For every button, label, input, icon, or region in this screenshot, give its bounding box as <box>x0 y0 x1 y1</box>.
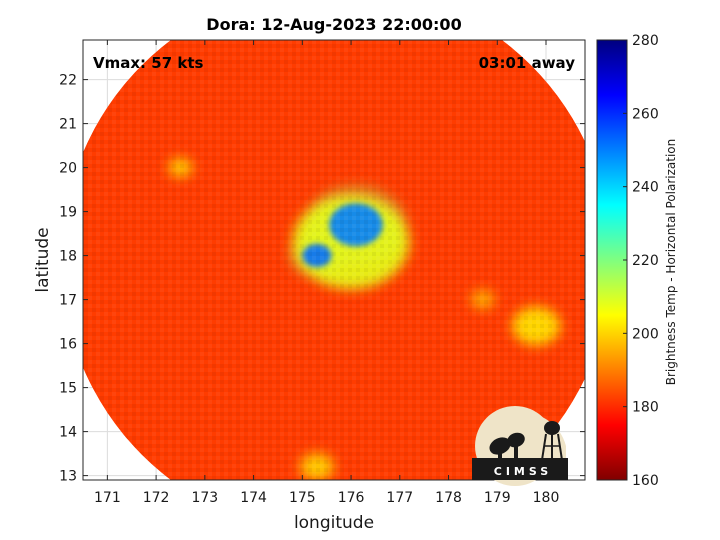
colorbar-tick-label: 240 <box>632 180 659 196</box>
y-tick-label: 18 <box>59 249 77 265</box>
y-tick-label: 19 <box>59 205 77 221</box>
colorbar-tick-label: 260 <box>632 106 659 122</box>
x-tick-label: 176 <box>338 490 365 506</box>
x-tick-label: 178 <box>435 490 462 506</box>
y-tick-label: 15 <box>59 381 77 397</box>
y-tick-label: 20 <box>59 161 77 177</box>
y-tick-label: 17 <box>59 293 77 309</box>
x-tick-label: 172 <box>143 490 170 506</box>
y-tick-label: 21 <box>59 117 77 133</box>
logo-text: CIMSS <box>494 465 552 478</box>
x-tick-label: 177 <box>386 490 413 506</box>
swath-layer <box>83 40 585 480</box>
x-tick-label: 180 <box>533 490 560 506</box>
colorbar-tick-label: 280 <box>632 33 659 49</box>
colorbar <box>596 39 628 481</box>
x-tick-label: 175 <box>289 490 316 506</box>
colorbar-ticks: 160 180 200 220 240 260 280 <box>623 33 659 489</box>
x-axis-ticks: 171 172 173 174 175 176 177 178 179 180 <box>94 40 559 506</box>
y-tick-label: 16 <box>59 337 77 353</box>
colorbar-tick-label: 200 <box>632 326 659 342</box>
colorbar-tick-label: 220 <box>632 253 659 269</box>
y-axis-ticks: 13 14 15 16 17 18 19 20 21 22 <box>59 73 585 485</box>
plot-frame <box>82 39 586 481</box>
colorbar-tick-label: 180 <box>632 400 659 416</box>
x-tick-label: 171 <box>94 490 121 506</box>
time-away-annotation: 03:01 away <box>479 54 576 72</box>
x-tick-label: 173 <box>191 490 218 506</box>
cimss-logo: CIMSS <box>472 406 568 486</box>
y-tick-label: 13 <box>59 469 77 485</box>
x-tick-label: 179 <box>484 490 511 506</box>
colorbar-tick-label: 160 <box>632 473 659 489</box>
y-tick-label: 22 <box>59 73 77 89</box>
x-tick-label: 174 <box>240 490 267 506</box>
vmax-annotation: Vmax: 57 kts <box>93 54 203 72</box>
colorbar-label: Brightness Temp - Horizontal Polarizatio… <box>664 139 678 386</box>
swath-texture <box>83 40 585 480</box>
x-axis-label: longitude <box>294 513 374 533</box>
chart-title: Dora: 12-Aug-2023 22:00:00 <box>206 15 461 34</box>
y-tick-label: 14 <box>59 425 77 441</box>
y-axis-label: latitude <box>33 227 53 292</box>
